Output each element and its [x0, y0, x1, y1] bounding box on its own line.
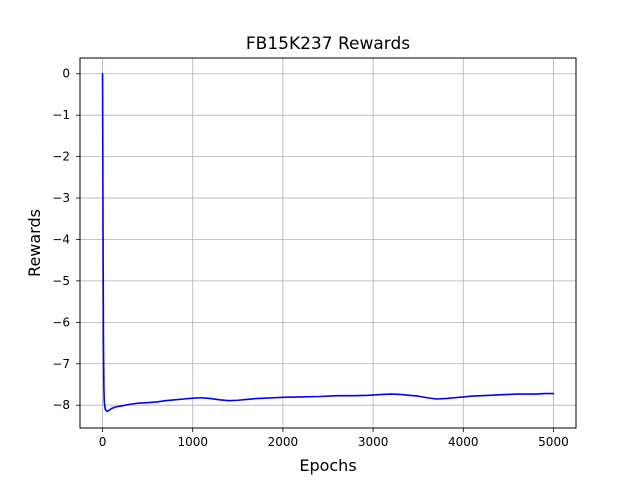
y-tick-label: −1 — [52, 108, 70, 122]
y-axis: 0 −1 −2 −3 −4 −5 −6 −7 −8 — [52, 67, 80, 412]
grid — [80, 58, 576, 428]
y-tick-label: −7 — [52, 357, 70, 371]
x-tick-label: 4000 — [448, 435, 479, 449]
x-axis: 0 1000 2000 3000 4000 5000 — [99, 428, 569, 449]
x-tick-label: 2000 — [268, 435, 299, 449]
x-tick-label: 1000 — [177, 435, 208, 449]
y-tick-label: 0 — [62, 67, 70, 81]
plot-frame — [79, 57, 577, 429]
y-axis-title: Rewards — [25, 209, 44, 277]
x-tick-label: 5000 — [538, 435, 569, 449]
x-axis-title: Epochs — [299, 456, 356, 475]
y-tick-label: −5 — [52, 274, 70, 288]
y-tick-label: −3 — [52, 191, 70, 205]
y-tick-label: −2 — [52, 150, 70, 164]
rewards-series-line — [101, 72, 555, 413]
y-tick-label: −4 — [52, 232, 70, 246]
y-tick-label: −6 — [52, 315, 70, 329]
y-tick-label: −8 — [52, 398, 70, 412]
chart-title: FB15K237 Rewards — [246, 34, 410, 54]
x-tick-label: 0 — [99, 435, 107, 449]
plot-area — [101, 72, 555, 413]
x-tick-label: 3000 — [358, 435, 389, 449]
